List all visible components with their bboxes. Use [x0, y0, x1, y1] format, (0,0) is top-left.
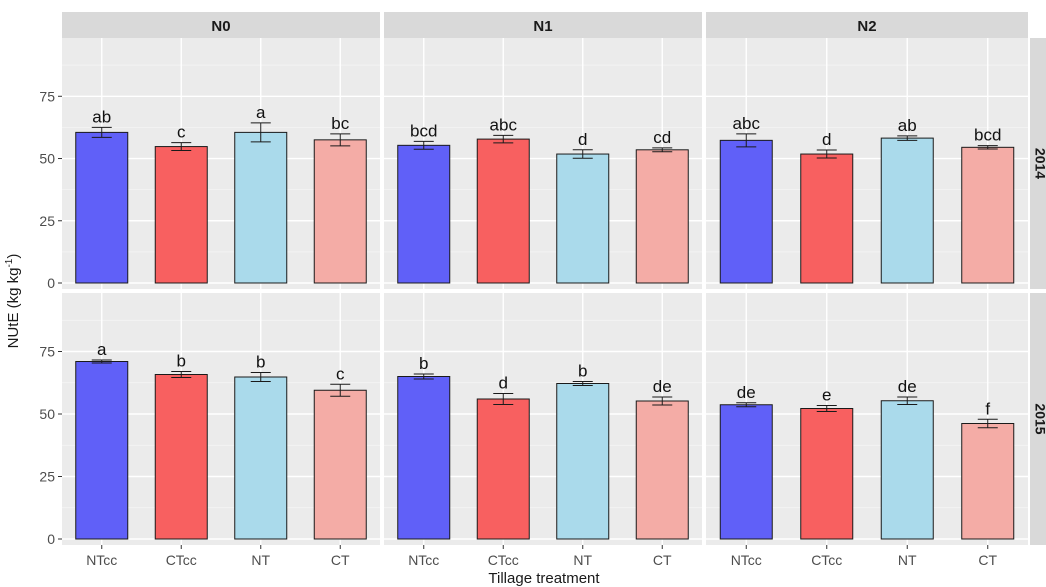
y-tick-label: 75 — [39, 344, 55, 360]
facet-strip-n1 — [384, 12, 702, 38]
bar-ctcc — [476, 398, 530, 540]
y-tick-label: 75 — [39, 88, 55, 104]
bar-ntcc — [397, 376, 451, 540]
bar-ctcc — [154, 146, 208, 284]
panel-n2-2014: abc d ab bcd — [706, 38, 1028, 289]
significance-letter: d — [578, 130, 587, 149]
bar-ntcc — [397, 144, 451, 284]
y-tick-label: 0 — [47, 275, 55, 291]
significance-letter: ab — [898, 116, 917, 135]
bar-ctcc — [476, 138, 530, 284]
bar-ctcc — [800, 408, 854, 540]
significance-letter: bc — [331, 114, 349, 133]
significance-letter: cd — [653, 128, 671, 147]
facet-strip-2014 — [1030, 38, 1046, 289]
facet-label-n0: N0 — [211, 18, 230, 35]
significance-letter: e — [822, 386, 831, 405]
x-tick-label-nt: NT — [573, 552, 592, 568]
bar-ctcc — [800, 153, 854, 284]
significance-letter: b — [578, 362, 587, 381]
facet-strip-n0 — [62, 12, 380, 38]
significance-letter: b — [419, 354, 428, 373]
significance-letter: d — [822, 130, 831, 149]
significance-letter: c — [336, 364, 345, 383]
panel-n0-2015: a b b c — [62, 293, 380, 545]
y-tick-label: 25 — [39, 469, 55, 485]
x-tick-label-ct: CT — [978, 552, 997, 568]
significance-letter: de — [737, 383, 756, 402]
x-tick-label-ntcc: NTcc — [408, 552, 439, 568]
bar-ntcc — [719, 404, 773, 540]
significance-letter: bcd — [410, 121, 437, 140]
y-axis-title-superscript: -1 — [4, 258, 15, 267]
significance-letter: bcd — [974, 126, 1001, 145]
x-tick-label-nt: NT — [898, 552, 917, 568]
bar-ct — [961, 146, 1015, 284]
panel-n1-2015: b d b de — [384, 293, 702, 545]
significance-letter: a — [97, 340, 107, 359]
facet-label-2015: 2015 — [1032, 403, 1046, 434]
bar-nt — [880, 400, 934, 540]
x-tick-label-ctcc: CTcc — [166, 552, 197, 568]
panel-n1-2014: bcd abc d cd — [384, 38, 702, 289]
facet-label-n2: N2 — [857, 18, 876, 35]
y-axis-title: NUtE (kg kg-1) — [4, 254, 22, 349]
bar-ct — [313, 389, 367, 540]
significance-letter: d — [499, 374, 508, 393]
significance-letter: ab — [92, 107, 111, 126]
panel-n2-2015: de e de f — [706, 293, 1028, 545]
significance-letter: de — [898, 377, 917, 396]
facet-strip-2015 — [1030, 293, 1046, 545]
y-tick-label: 50 — [39, 406, 55, 422]
x-tick-label-ntcc: NTcc — [731, 552, 762, 568]
bar-ct — [635, 149, 689, 284]
facet-strip-n2 — [706, 12, 1028, 38]
bar-ctcc — [154, 374, 208, 540]
significance-letter: b — [177, 352, 186, 371]
bar-ntcc — [75, 131, 129, 284]
bar-nt — [556, 383, 610, 540]
bar-ct — [635, 400, 689, 540]
bar-ct — [961, 423, 1015, 540]
bar-nt — [234, 131, 288, 284]
x-tick-label-nt: NT — [251, 552, 270, 568]
y-axis-title-main: NUtE (kg kg — [5, 268, 22, 349]
significance-letter: f — [985, 399, 990, 418]
significance-letter: abc — [733, 114, 761, 133]
x-tick-label-ctcc: CTcc — [811, 552, 842, 568]
x-tick-label-ct: CT — [653, 552, 672, 568]
bar-ntcc — [719, 139, 773, 284]
x-axis-title: Tillage treatment — [488, 570, 600, 587]
x-tick-label-ntcc: NTcc — [86, 552, 117, 568]
significance-letter: de — [653, 377, 672, 396]
bar-ct — [313, 139, 367, 284]
facet-label-n1: N1 — [533, 18, 552, 35]
significance-letter: c — [177, 123, 186, 142]
y-tick-label: 25 — [39, 213, 55, 229]
significance-letter: abc — [490, 115, 518, 134]
y-axis-title-close: ) — [5, 254, 22, 259]
facet-label-2014: 2014 — [1032, 148, 1046, 179]
bar-nt — [234, 376, 288, 540]
significance-letter: b — [256, 353, 265, 372]
bar-nt — [880, 137, 934, 284]
facet-strips: N0 N1 N2 2014 2015 — [62, 12, 1046, 545]
bar-ntcc — [75, 361, 129, 540]
y-tick-label: 0 — [47, 531, 55, 547]
bar-nt — [556, 153, 610, 284]
x-tick-label-ctcc: CTcc — [488, 552, 519, 568]
x-tick-label-ct: CT — [331, 552, 350, 568]
y-tick-label: 50 — [39, 151, 55, 167]
significance-letter: a — [256, 103, 266, 122]
